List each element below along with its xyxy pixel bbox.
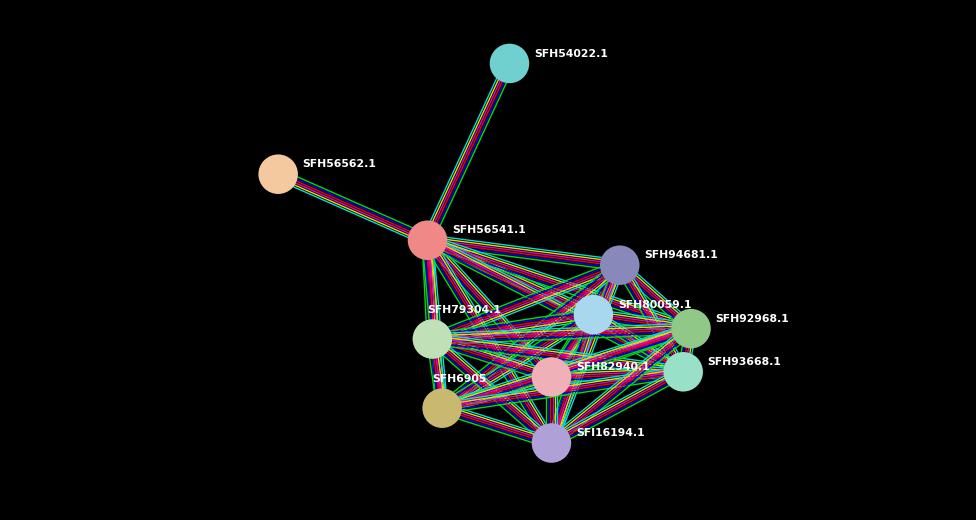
Circle shape [423,388,462,428]
Text: SFH56562.1: SFH56562.1 [303,159,377,170]
Text: SFH54022.1: SFH54022.1 [534,48,608,59]
Text: SFH80059.1: SFH80059.1 [618,300,691,310]
Text: SFI16194.1: SFI16194.1 [576,428,644,438]
Text: SFH93668.1: SFH93668.1 [708,357,782,367]
Circle shape [408,220,447,260]
Circle shape [490,44,529,83]
Text: SFH92968.1: SFH92968.1 [715,314,790,324]
Text: SFH6905: SFH6905 [432,374,487,384]
Text: SFH94681.1: SFH94681.1 [644,250,718,261]
Circle shape [671,309,711,348]
Text: SFH56541.1: SFH56541.1 [452,225,526,236]
Circle shape [600,245,639,285]
Circle shape [574,295,613,334]
Circle shape [532,423,571,463]
Circle shape [664,352,703,392]
Circle shape [259,154,298,194]
Circle shape [532,357,571,397]
Text: SFH79304.1: SFH79304.1 [427,305,502,315]
Text: SFH82940.1: SFH82940.1 [576,362,650,372]
Circle shape [413,319,452,359]
